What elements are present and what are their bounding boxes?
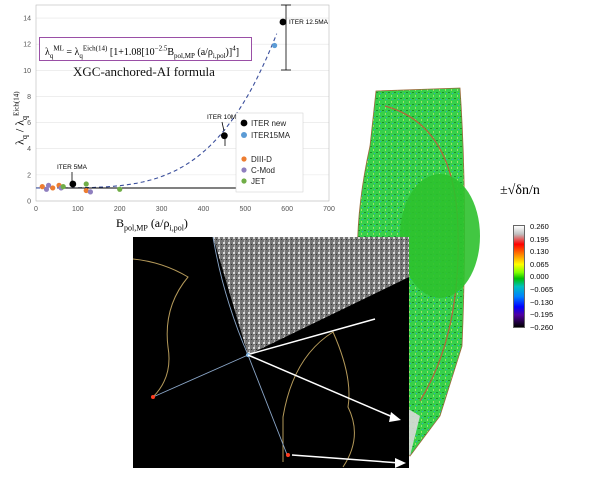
colorbar-tick-label: −0.065 <box>530 285 554 294</box>
separatrix-leg-right <box>247 354 289 458</box>
arrow-head-icon <box>389 412 401 422</box>
colorbar-title: ±√δn/n <box>500 183 540 198</box>
lambda-q-chart: 0 2 4 6 8 10 12 14 0 100 200 300 400 500 600 700 ITER … <box>23 4 335 213</box>
x-tick-label: 100 <box>72 206 84 213</box>
annot-arrow-10ma <box>221 121 225 132</box>
plot-frame <box>35 4 330 202</box>
arrow-head-icon <box>395 458 406 468</box>
connector-arrow-core <box>249 318 376 355</box>
data-point-diii-d <box>39 184 45 190</box>
data-point-iter-new <box>220 132 228 140</box>
colorbar-tick-label: −0.195 <box>530 310 554 320</box>
y-tick-label: 12 <box>23 42 31 49</box>
y-tick-labels: 0 2 4 6 8 10 12 14 <box>23 16 31 206</box>
legend-marker-diii-d <box>241 156 247 162</box>
separatrix-leg-left <box>152 354 249 398</box>
formula-box: λqML = λqEich(14) [1+1.08[10−2.5Bpol,MP … <box>39 37 252 61</box>
x-tick-label: 600 <box>281 206 293 213</box>
y-tick-label: 8 <box>27 94 31 101</box>
x-tick-labels: 0 100 200 300 400 500 600 700 <box>34 206 335 213</box>
y-tick-label: 6 <box>27 120 31 127</box>
data-point-jet <box>117 186 123 192</box>
separatrix-core <box>212 237 249 356</box>
data-point-c-mod <box>87 189 94 195</box>
colorbar-gradient <box>513 225 525 328</box>
colorbar-tick-label: 0.260 <box>530 222 549 231</box>
strike-point-right-marker <box>286 453 290 457</box>
data-point-c-mod <box>45 182 52 188</box>
colorbar-tick-label: 0.000 <box>530 272 549 282</box>
data-point-jet <box>60 184 66 190</box>
legend-label-iter15ma: ITER15MA <box>251 131 291 140</box>
annotation-iter-10ma: ITER 10MA <box>207 114 241 121</box>
colorbar-tick-label: −0.130 <box>530 297 554 307</box>
x-tick-label: 200 <box>114 206 126 213</box>
strike-point-left-marker <box>151 395 155 399</box>
annotation-iter-5ma: ITER 5MA <box>57 164 88 171</box>
connector-arrow-strike <box>291 454 401 464</box>
legend-marker-jet <box>241 178 247 184</box>
data-point-c-mod <box>43 186 50 192</box>
wall-contour-left <box>133 258 189 398</box>
core-region <box>400 174 480 298</box>
legend-marker-iter15ma <box>241 132 247 138</box>
legend-marker-iter-new <box>240 119 248 127</box>
colorbar-tick-label: 0.195 <box>530 234 549 244</box>
formula-text: λqML = λqEich(14) [1+1.08[10−2.5Bpol,MP … <box>45 45 240 61</box>
data-point-diii-d <box>50 185 56 191</box>
y-tick-label: 2 <box>27 172 31 179</box>
x-tick-label: 400 <box>198 206 210 213</box>
legend-label-iter-new: ITER new <box>251 119 286 128</box>
xpoint-zoom-svg <box>133 237 409 468</box>
x-tick-label: 700 <box>323 206 335 213</box>
colorbar-tick-label: 0.065 <box>530 259 549 269</box>
y-tick-label: 0 <box>27 199 31 206</box>
data-point-iter15ma <box>271 42 278 49</box>
data-point-iter-new <box>279 18 287 26</box>
xpoint-zoom-panel <box>133 237 409 468</box>
legend-marker-c-mod <box>241 167 247 173</box>
data-point-iter-new <box>69 180 77 188</box>
y-tick-label: 4 <box>27 146 31 153</box>
x-axis-label: Bpol,MP (a/ρi,pol) <box>116 216 188 233</box>
colorbar-tick-label: 0.130 <box>530 247 549 257</box>
data-points <box>39 18 287 195</box>
x-tick-label: 0 <box>34 206 38 213</box>
legend-label-diii-d: DIII-D <box>251 155 272 164</box>
legend-label-jet: JET <box>251 177 265 186</box>
formula-title: XGC-anchored-AI formula <box>73 64 215 79</box>
data-point-jet <box>83 181 89 187</box>
wall-contour-right <box>282 331 355 468</box>
legend: ITER new ITER15MA DIII-D C-Mod JET <box>235 112 304 193</box>
y-tick-label: 10 <box>23 68 31 75</box>
connector-arrow-xpoint <box>247 354 396 419</box>
legend-label-c-mod: C-Mod <box>251 166 275 175</box>
annotation-iter-12-5ma: ITER 12.5MA <box>289 19 329 26</box>
x-tick-label: 500 <box>239 206 251 213</box>
data-point-diii-d <box>83 187 89 194</box>
y-tick-label: 14 <box>23 16 31 23</box>
colorbar-tick-label: −0.260 <box>530 322 554 332</box>
plasma-edge-wedge <box>213 237 409 355</box>
x-tick-label: 300 <box>156 206 168 213</box>
